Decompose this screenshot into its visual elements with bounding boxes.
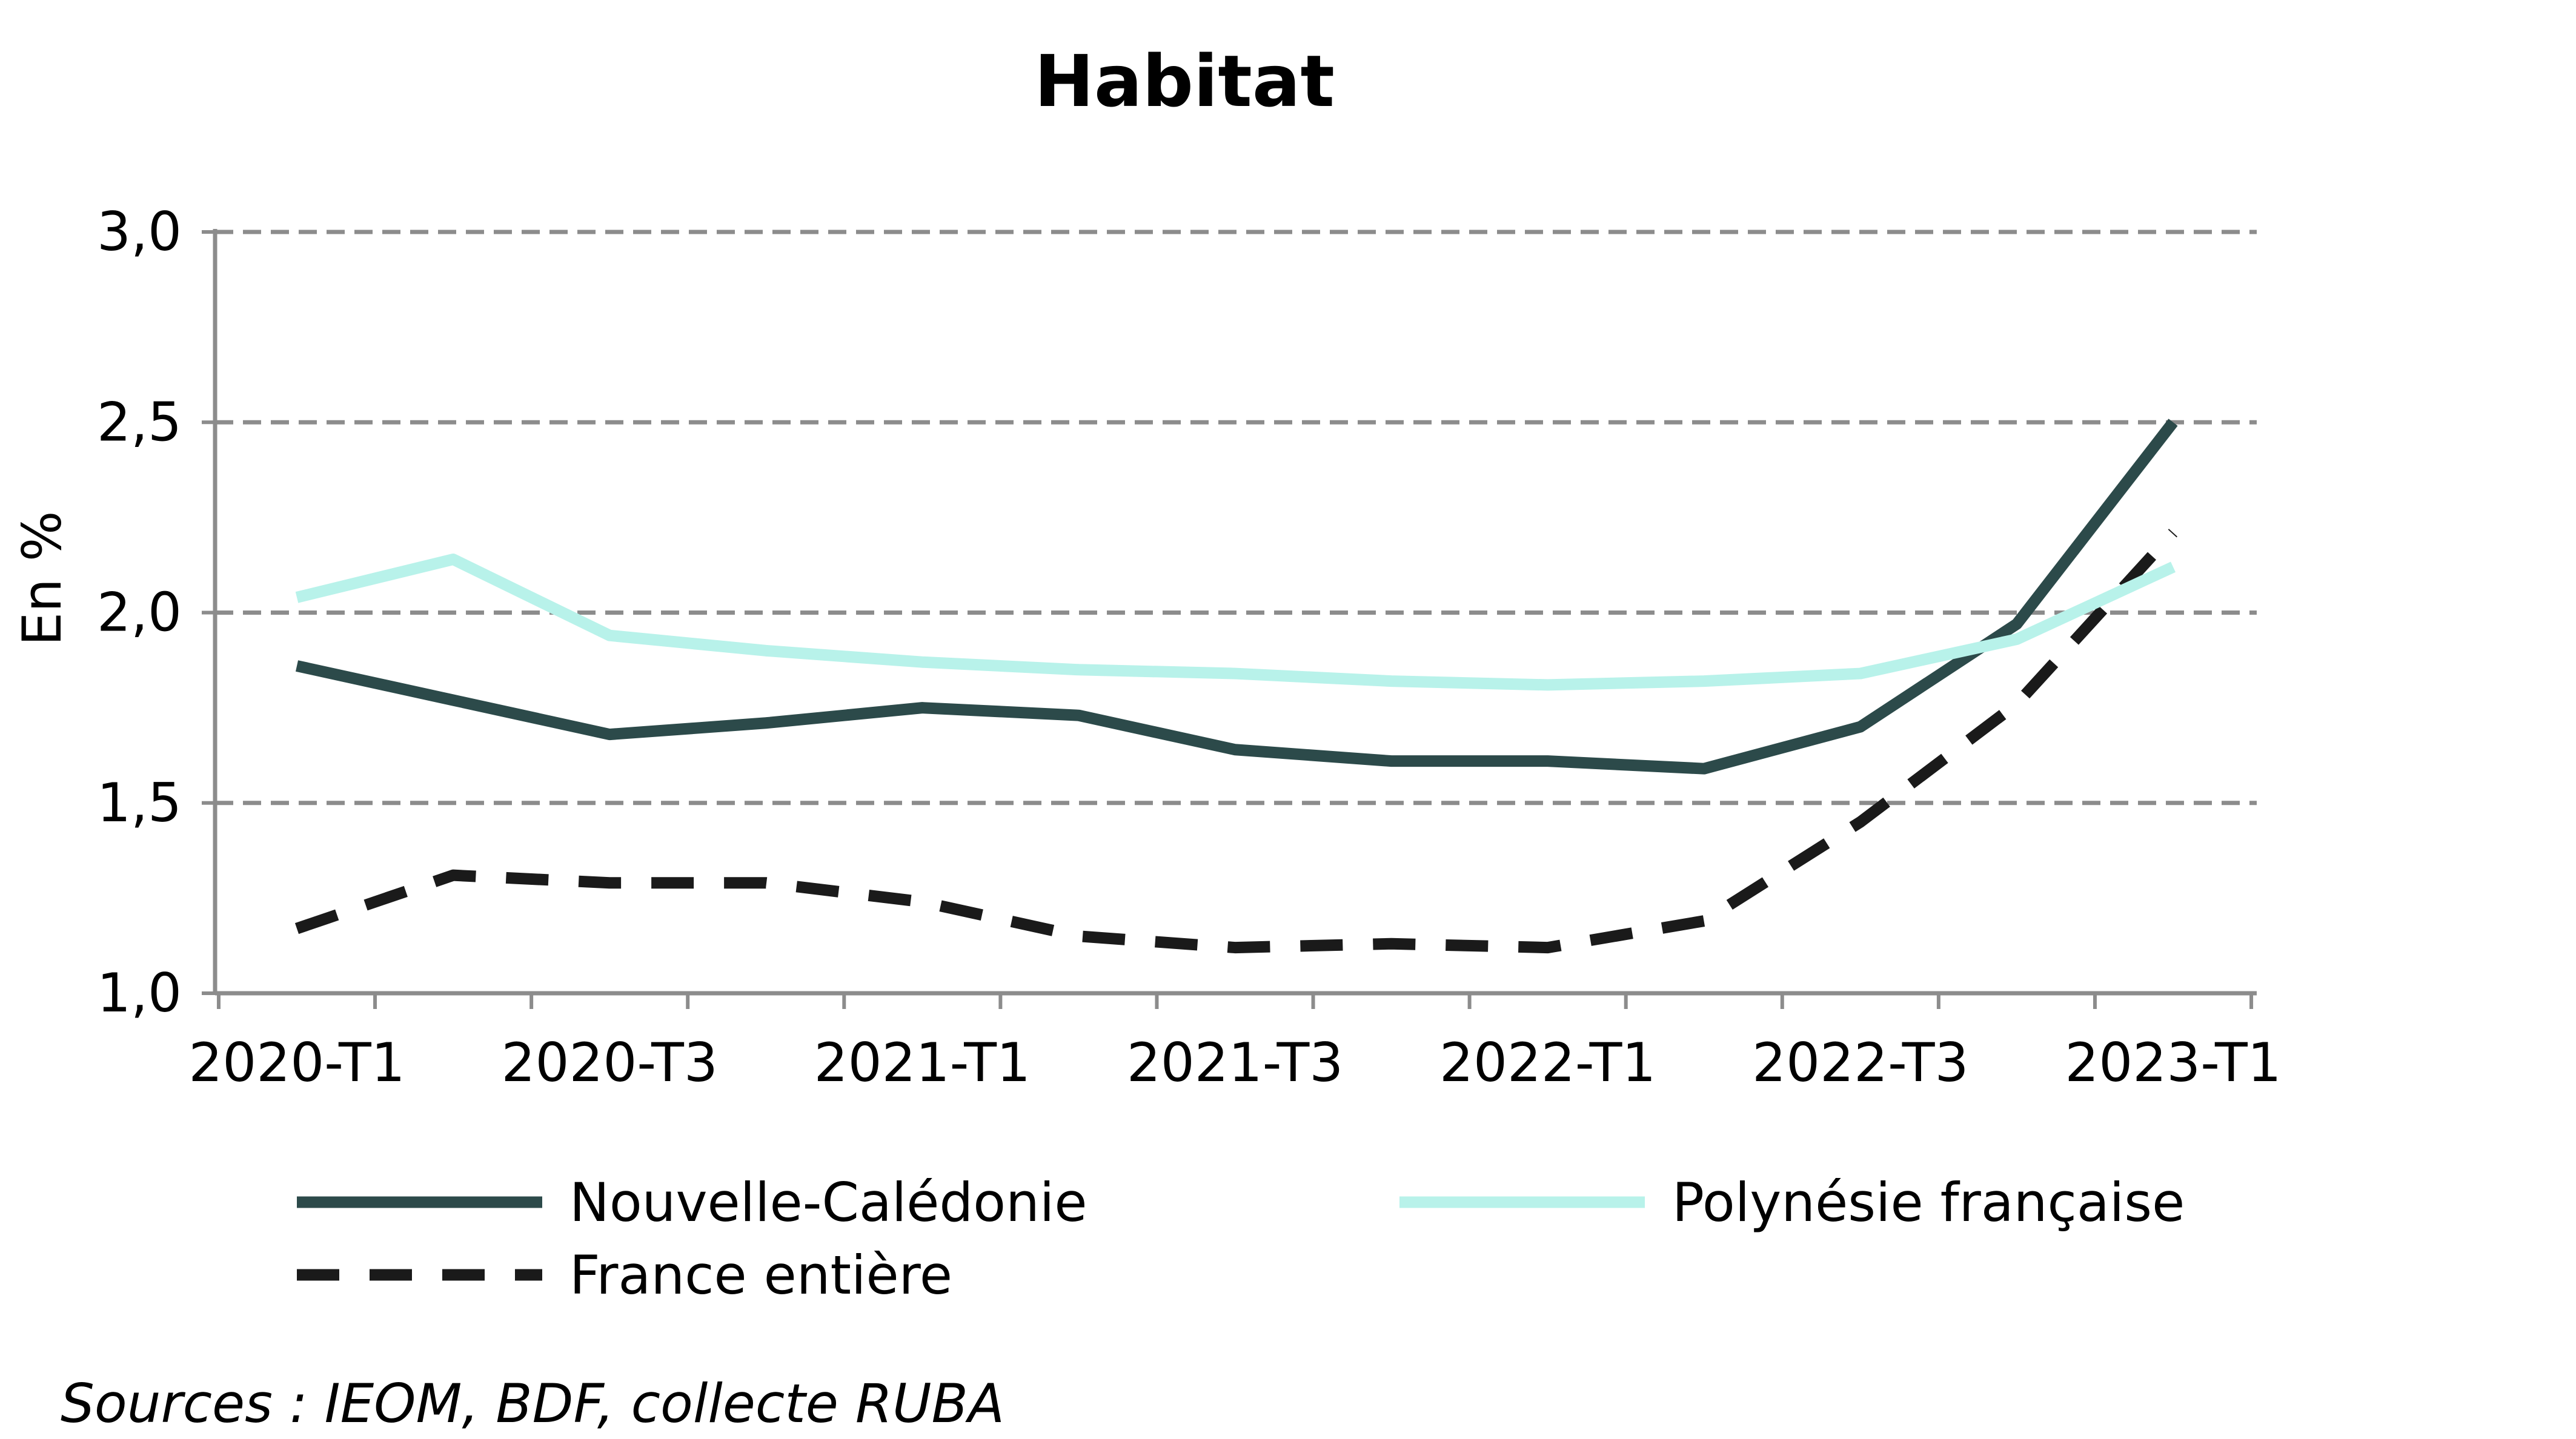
y-tick-label: 3,0 [97, 200, 182, 263]
tick-labels: 1,0 1,5 2,0 2,5 3,0 2020-T1 2020-T3 2021-T1 2021… [97, 200, 2282, 1094]
legend-label: Polynésie française [1672, 1171, 2185, 1234]
axes [202, 229, 2257, 1009]
x-tick-label: 2021-T3 [1127, 1031, 1343, 1094]
legend-item: Nouvelle-Calédonie [297, 1171, 1087, 1234]
x-tick-label: 2022-T1 [1439, 1031, 1656, 1094]
series-line-nouvelle-cal-donie [295, 418, 2178, 775]
x-tick-label: 2021-T1 [814, 1031, 1031, 1094]
x-tick-label: 2023-T1 [2065, 1031, 2281, 1094]
series-line-polyn-sie-fran-aise [295, 554, 2176, 691]
legend: Nouvelle-Calédonie Polynésie française Fra… [297, 1171, 2185, 1306]
x-tick-label: 2020-T3 [501, 1031, 717, 1094]
y-tick-label: 1,5 [97, 772, 182, 834]
y-tick-label: 1,0 [97, 962, 182, 1024]
legend-item: Polynésie française [1399, 1171, 2185, 1234]
chart-title: Habitat [1034, 39, 1335, 123]
y-tick-label: 2,0 [97, 581, 182, 644]
series-lines [294, 418, 2178, 954]
x-tick-label: 2022-T3 [1752, 1031, 1968, 1094]
series-line-france-enti-re [294, 529, 2178, 954]
legend-item: France entière [297, 1244, 952, 1306]
source-note: Sources : IEOM, BDF, collecte RUBA [61, 1372, 1004, 1435]
legend-label: Nouvelle-Calédonie [569, 1171, 1087, 1234]
legend-label: France entière [569, 1244, 952, 1306]
y-axis-label: En % [11, 511, 73, 646]
y-tick-label: 2,5 [97, 391, 182, 453]
x-tick-label: 2020-T1 [188, 1031, 405, 1094]
